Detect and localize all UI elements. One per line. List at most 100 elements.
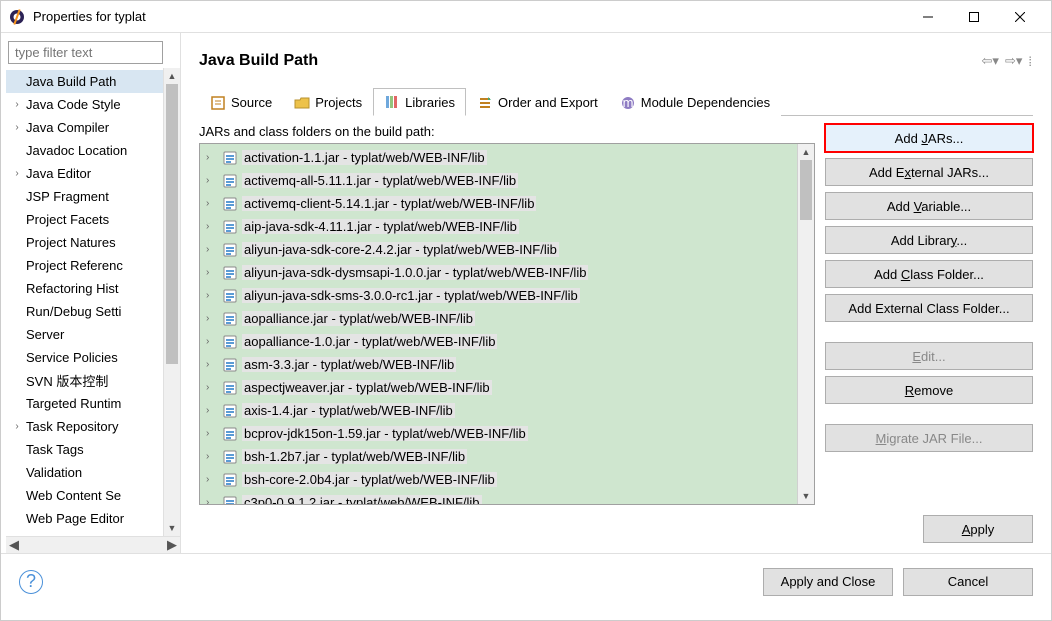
- main-panel: Java Build Path ⇦▾ ⇨▾ ⁞ SourceProjectsLi…: [181, 33, 1051, 553]
- jar-item[interactable]: ›bcprov-jdk15on-1.59.jar - typlat/web/WE…: [200, 422, 797, 445]
- chevron-right-icon[interactable]: ›: [206, 221, 218, 232]
- scroll-thumb[interactable]: [166, 84, 178, 364]
- cancel-button[interactable]: Cancel: [903, 568, 1033, 596]
- sidebar-item[interactable]: Refactoring Hist: [6, 277, 163, 300]
- sidebar-scrollbar-horizontal[interactable]: ◀ ▶: [6, 536, 180, 553]
- help-icon[interactable]: ?: [19, 570, 43, 594]
- sidebar-item[interactable]: ›Java Code Style: [6, 93, 163, 116]
- sidebar-item[interactable]: Task Tags: [6, 438, 163, 461]
- minimize-button[interactable]: [905, 2, 951, 32]
- chevron-right-icon[interactable]: ›: [206, 198, 218, 209]
- jar-item[interactable]: ›aliyun-java-sdk-core-2.4.2.jar - typlat…: [200, 238, 797, 261]
- sidebar-item[interactable]: Project Natures: [6, 231, 163, 254]
- chevron-right-icon[interactable]: ›: [206, 451, 218, 462]
- jar-label: c3p0-0.9.1.2.jar - typlat/web/WEB-INF/li…: [242, 495, 482, 504]
- jar-item[interactable]: ›bsh-1.2b7.jar - typlat/web/WEB-INF/lib: [200, 445, 797, 468]
- chevron-right-icon[interactable]: ›: [206, 474, 218, 485]
- filter-input[interactable]: [8, 41, 163, 64]
- scroll-left-arrow[interactable]: ◀: [9, 537, 19, 553]
- sidebar-item[interactable]: Targeted Runtim: [6, 392, 163, 415]
- sidebar-item[interactable]: ›Java Compiler: [6, 116, 163, 139]
- sidebar-item[interactable]: Web Page Editor: [6, 507, 163, 530]
- sidebar-item[interactable]: ›Java Editor: [6, 162, 163, 185]
- add-class-folder-button[interactable]: Add Class Folder...: [825, 260, 1033, 288]
- chevron-right-icon[interactable]: ›: [206, 244, 218, 255]
- window-controls: [905, 2, 1043, 32]
- add-library-button[interactable]: Add Library...: [825, 226, 1033, 254]
- sidebar-item[interactable]: SVN 版本控制: [6, 369, 163, 392]
- jar-item[interactable]: ›bsh-core-2.0b4.jar - typlat/web/WEB-INF…: [200, 468, 797, 491]
- tab-libraries[interactable]: Libraries: [373, 88, 466, 116]
- jar-item[interactable]: ›aopalliance.jar - typlat/web/WEB-INF/li…: [200, 307, 797, 330]
- apply-and-close-button[interactable]: Apply and Close: [763, 568, 893, 596]
- chevron-right-icon[interactable]: ›: [206, 359, 218, 370]
- jar-item[interactable]: › c3p0-0.9.1.2.jar - typlat/web/WEB-INF/l…: [200, 491, 797, 504]
- scroll-up-arrow[interactable]: ▲: [164, 68, 180, 84]
- chevron-right-icon[interactable]: ›: [10, 421, 24, 432]
- sidebar-item[interactable]: Server: [6, 323, 163, 346]
- sidebar-item[interactable]: Project Facets: [6, 208, 163, 231]
- add-external-jars-button[interactable]: Add External JARs...: [825, 158, 1033, 186]
- chevron-right-icon[interactable]: ›: [206, 336, 218, 347]
- jar-item[interactable]: ›activemq-all-5.11.1.jar - typlat/web/WE…: [200, 169, 797, 192]
- jar-item[interactable]: ›activemq-client-5.14.1.jar - typlat/web…: [200, 192, 797, 215]
- tab-order-and-export[interactable]: Order and Export: [466, 88, 609, 116]
- chevron-right-icon[interactable]: ›: [10, 168, 24, 179]
- chevron-right-icon[interactable]: ›: [10, 99, 24, 110]
- scroll-thumb[interactable]: [800, 160, 812, 220]
- jar-item[interactable]: ›axis-1.4.jar - typlat/web/WEB-INF/lib: [200, 399, 797, 422]
- page-title: Java Build Path: [199, 52, 982, 70]
- jar-item[interactable]: ›aliyun-java-sdk-sms-3.0.0-rc1.jar - typ…: [200, 284, 797, 307]
- tab-module-dependencies[interactable]: mModule Dependencies: [609, 88, 781, 116]
- sidebar: Java Build Path›Java Code Style›Java Com…: [1, 33, 181, 553]
- chevron-right-icon[interactable]: ›: [206, 497, 218, 504]
- sidebar-item[interactable]: Run/Debug Setti: [6, 300, 163, 323]
- jar-list[interactable]: ›activation-1.1.jar - typlat/web/WEB-INF…: [199, 143, 815, 505]
- jar-icon: [222, 449, 238, 465]
- sidebar-item[interactable]: Javadoc Location: [6, 139, 163, 162]
- maximize-button[interactable]: [951, 2, 997, 32]
- jar-item[interactable]: ›aliyun-java-sdk-dysmsapi-1.0.0.jar - ty…: [200, 261, 797, 284]
- add-variable-button[interactable]: Add Variable...: [825, 192, 1033, 220]
- chevron-right-icon[interactable]: ›: [206, 313, 218, 324]
- sidebar-item[interactable]: Validation: [6, 461, 163, 484]
- add-jars-button[interactable]: Add JARs...: [825, 124, 1033, 152]
- sidebar-scrollbar-vertical[interactable]: ▲ ▼: [163, 68, 180, 536]
- jar-item[interactable]: ›activation-1.1.jar - typlat/web/WEB-INF…: [200, 146, 797, 169]
- sidebar-item[interactable]: Web Content Se: [6, 484, 163, 507]
- tab-projects[interactable]: Projects: [283, 88, 373, 116]
- chevron-right-icon[interactable]: ›: [206, 428, 218, 439]
- scroll-right-arrow[interactable]: ▶: [167, 537, 177, 553]
- chevron-right-icon[interactable]: ›: [206, 290, 218, 301]
- sidebar-item[interactable]: ›Task Repository: [6, 415, 163, 438]
- add-external-class-folder-button[interactable]: Add External Class Folder...: [825, 294, 1033, 322]
- remove-button[interactable]: Remove: [825, 376, 1033, 404]
- sidebar-item[interactable]: Java Build Path: [6, 70, 163, 93]
- scroll-up-arrow[interactable]: ▲: [798, 144, 814, 160]
- nav-menu-icon[interactable]: ⁞: [1028, 54, 1033, 69]
- close-button[interactable]: [997, 2, 1043, 32]
- chevron-right-icon[interactable]: ›: [206, 175, 218, 186]
- chevron-right-icon[interactable]: ›: [10, 122, 24, 133]
- jar-icon: [222, 380, 238, 396]
- module-icon: m: [620, 95, 636, 111]
- chevron-right-icon[interactable]: ›: [206, 267, 218, 278]
- chevron-right-icon[interactable]: ›: [206, 152, 218, 163]
- sidebar-item[interactable]: JSP Fragment: [6, 185, 163, 208]
- jar-item[interactable]: ›aopalliance-1.0.jar - typlat/web/WEB-IN…: [200, 330, 797, 353]
- nav-back-icon[interactable]: ⇦▾: [982, 53, 999, 69]
- sidebar-item[interactable]: Project Referenc: [6, 254, 163, 277]
- jar-item[interactable]: ›asm-3.3.jar - typlat/web/WEB-INF/lib: [200, 353, 797, 376]
- category-tree[interactable]: Java Build Path›Java Code Style›Java Com…: [6, 70, 163, 536]
- scroll-down-arrow[interactable]: ▼: [164, 520, 180, 536]
- apply-button[interactable]: Apply: [923, 515, 1033, 543]
- jar-item[interactable]: ›aip-java-sdk-4.11.1.jar - typlat/web/WE…: [200, 215, 797, 238]
- chevron-right-icon[interactable]: ›: [206, 382, 218, 393]
- tab-source[interactable]: Source: [199, 88, 283, 116]
- scroll-down-arrow[interactable]: ▼: [798, 488, 814, 504]
- jar-list-scrollbar[interactable]: ▲ ▼: [797, 144, 814, 504]
- chevron-right-icon[interactable]: ›: [206, 405, 218, 416]
- jar-item[interactable]: ›aspectjweaver.jar - typlat/web/WEB-INF/…: [200, 376, 797, 399]
- nav-forward-icon[interactable]: ⇨▾: [1005, 53, 1022, 69]
- sidebar-item[interactable]: Service Policies: [6, 346, 163, 369]
